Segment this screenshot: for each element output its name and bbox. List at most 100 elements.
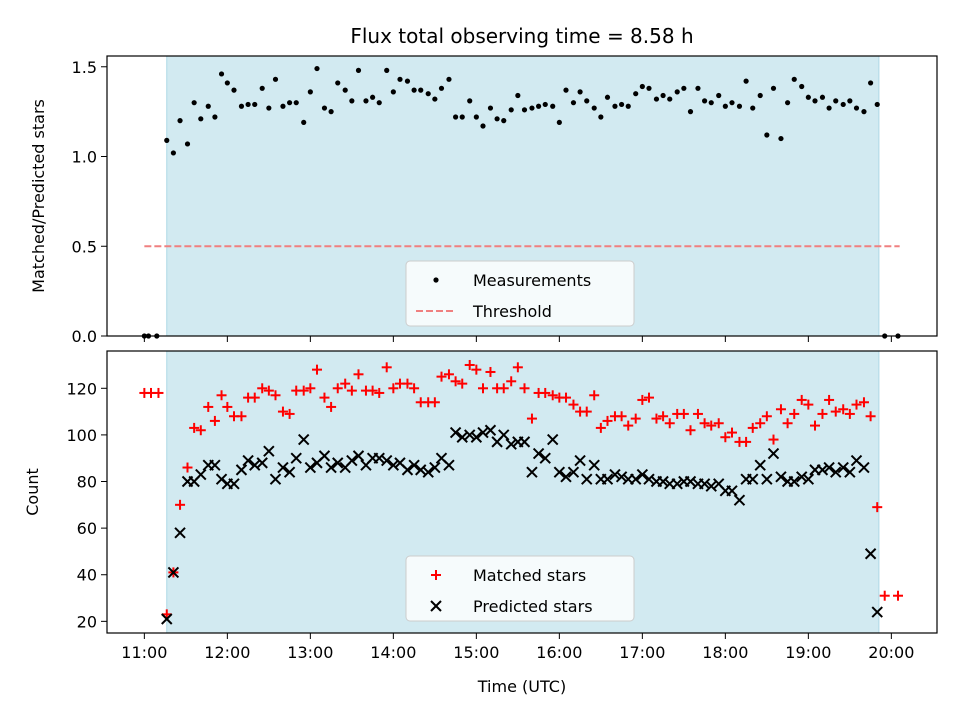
y-tick-label: 40	[77, 566, 97, 585]
matched-star-point	[560, 392, 571, 403]
matched-star-point	[547, 390, 558, 401]
legend-item: Predicted stars	[430, 597, 593, 616]
measurement-point	[736, 103, 743, 109]
predicted-star-point	[754, 459, 766, 471]
measurement-point	[639, 83, 645, 90]
predicted-star-point	[747, 473, 759, 485]
measurement-point	[861, 109, 867, 115]
matched-star-point	[540, 387, 551, 398]
predicted-star-point	[761, 473, 773, 485]
measurement-point	[681, 85, 687, 91]
measurement-point	[729, 100, 735, 106]
matched-star-point	[858, 397, 869, 408]
y-tick-label: 1.5	[72, 58, 97, 77]
predicted-star-point	[560, 471, 572, 483]
measurement-point	[177, 118, 183, 124]
predicted-star-point	[553, 466, 566, 478]
measurement-point	[653, 96, 660, 102]
predicted-star-point	[823, 461, 835, 474]
measurement-point	[314, 65, 320, 72]
measurement-point	[667, 96, 673, 102]
matched-star-point	[879, 590, 890, 601]
measurement-point	[521, 107, 528, 113]
x-tick-label: 16:00	[536, 643, 582, 662]
matched-star-point	[429, 397, 440, 408]
matched-star-point	[270, 390, 281, 401]
x-tick-label: 15:00	[453, 643, 499, 662]
measurement-point	[840, 101, 846, 108]
predicted-star-point	[464, 429, 476, 441]
measurement-point	[819, 94, 826, 100]
predicted-star-point	[263, 445, 275, 457]
predicted-star-point	[837, 461, 849, 474]
measurement-point	[198, 116, 204, 122]
predicted-star-point	[609, 468, 621, 481]
measurement-point	[550, 103, 556, 109]
measurement-point	[515, 92, 521, 99]
predicted-star-point	[415, 464, 427, 476]
measurement-point	[184, 141, 191, 147]
measurement-point	[750, 105, 756, 111]
measurement-point	[252, 101, 258, 108]
legend-box	[405, 555, 635, 622]
predicted-star-point	[615, 471, 628, 483]
measurement-point	[425, 91, 431, 97]
predicted-star-point	[290, 452, 302, 464]
y-axis-label: Count	[23, 468, 42, 516]
measurement-point	[529, 105, 535, 111]
matched-star-point	[726, 427, 737, 438]
matched-star-point	[720, 432, 731, 443]
measurement-point	[799, 83, 805, 90]
measurement-point	[563, 87, 569, 93]
y-tick-label: 80	[77, 473, 97, 492]
matched-star-point	[664, 418, 675, 429]
matched-star-point	[616, 411, 627, 422]
matched-star-point	[824, 394, 835, 405]
matched-star-point	[367, 385, 378, 396]
matched-star-point	[263, 385, 274, 396]
predicted-star-point	[470, 431, 483, 443]
measurement-point	[536, 103, 542, 109]
matched-star-point	[402, 378, 413, 389]
matched-star-point	[353, 369, 364, 380]
top-panel: 0.0 0.5 1.0 1.5 Matched/Predicted stars Measu…	[29, 55, 938, 346]
measurement-point	[376, 100, 382, 106]
measurement-point	[342, 87, 348, 93]
measurement-point	[722, 103, 728, 109]
matched-star-point	[706, 420, 717, 431]
matched-star-point	[257, 383, 268, 394]
matched-star-point	[436, 371, 447, 382]
matched-star-point	[209, 415, 220, 426]
matched-star-point	[319, 392, 330, 403]
predicted-star-point	[242, 454, 254, 467]
measurement-point	[743, 78, 749, 84]
predicted-star-point	[298, 433, 310, 446]
measurement-point	[785, 100, 791, 106]
matched-star-point	[872, 502, 883, 513]
matched-star-point	[388, 383, 399, 394]
predicted-star-point	[671, 478, 683, 490]
measurement-point	[778, 135, 784, 142]
predicted-star-point	[705, 480, 717, 492]
measurement-point	[702, 98, 708, 104]
measurement-point	[764, 132, 770, 138]
matched-star-point	[803, 399, 814, 410]
matched-star-point	[374, 387, 385, 398]
matched-star-point	[298, 385, 309, 396]
predicted-star-point	[195, 468, 207, 481]
matched-star-point	[595, 422, 606, 433]
predicted-star-point	[518, 436, 531, 448]
predicted-star-point	[858, 461, 870, 474]
matched-star-point	[381, 362, 392, 373]
matched-star-point	[222, 401, 233, 412]
predicted-star-point	[174, 527, 186, 539]
matched-star-point	[789, 408, 800, 419]
measurement-point	[432, 96, 438, 102]
predicted-star-point	[505, 438, 517, 450]
matched-star-point	[457, 378, 468, 389]
matched-star-point	[892, 590, 903, 601]
measurement-point	[695, 85, 701, 91]
predicted-star-point	[484, 424, 497, 436]
predicted-star-point	[601, 473, 614, 485]
matched-star-point	[443, 369, 454, 380]
